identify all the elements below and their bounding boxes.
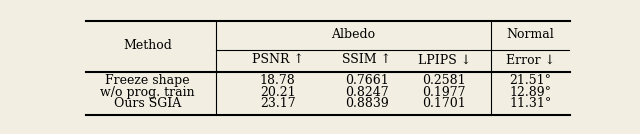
Text: Method: Method xyxy=(123,39,172,52)
Text: Freeze shape: Freeze shape xyxy=(105,74,189,87)
Text: Error ↓: Error ↓ xyxy=(506,53,555,66)
Text: PSNR ↑: PSNR ↑ xyxy=(252,53,303,66)
Text: SSIM ↑: SSIM ↑ xyxy=(342,53,391,66)
Text: 20.21: 20.21 xyxy=(260,86,296,99)
Text: 23.17: 23.17 xyxy=(260,97,296,110)
Text: 11.31°: 11.31° xyxy=(509,97,552,110)
Text: Ours SGIA: Ours SGIA xyxy=(114,97,181,110)
Text: 12.89°: 12.89° xyxy=(509,86,551,99)
Text: 0.1701: 0.1701 xyxy=(422,97,466,110)
Text: 0.7661: 0.7661 xyxy=(345,74,388,87)
Text: 0.2581: 0.2581 xyxy=(422,74,466,87)
Text: w/o prog. train: w/o prog. train xyxy=(100,86,195,99)
Text: 18.78: 18.78 xyxy=(260,74,296,87)
Text: Normal: Normal xyxy=(506,28,554,41)
Text: LPIPS ↓: LPIPS ↓ xyxy=(418,53,471,66)
Text: 0.8247: 0.8247 xyxy=(345,86,388,99)
Text: 0.1977: 0.1977 xyxy=(422,86,466,99)
Text: 21.51°: 21.51° xyxy=(509,74,551,87)
Text: Albedo: Albedo xyxy=(331,28,375,41)
Text: 0.8839: 0.8839 xyxy=(345,97,388,110)
